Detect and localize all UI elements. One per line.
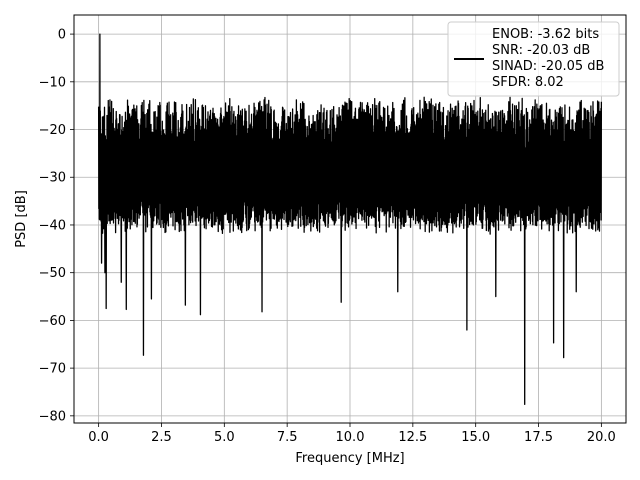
x-tick-label: 20.0 — [587, 430, 616, 445]
y-tick-label: −40 — [39, 218, 66, 233]
y-tick-label: −30 — [39, 171, 66, 186]
psd-series — [97, 33, 603, 406]
y-tick-label: −20 — [39, 123, 66, 138]
x-tick-label: 2.5 — [151, 430, 172, 445]
x-tick-label: 7.5 — [277, 430, 298, 445]
x-tick-label: 15.0 — [461, 430, 490, 445]
x-tick-label: 5.0 — [214, 430, 235, 445]
x-tick-label: 10.0 — [336, 430, 365, 445]
legend-text-snr: SNR: -20.03 dB — [492, 43, 590, 58]
y-tick-label: −80 — [39, 409, 66, 424]
y-tick-label: 0 — [58, 28, 66, 43]
x-tick-label: 0.0 — [88, 430, 109, 445]
y-axis-label: PSD [dB] — [14, 190, 29, 248]
legend: ENOB: -3.62 bits SNR: -20.03 dB SINAD: -… — [447, 21, 620, 97]
y-tick-label: −50 — [39, 266, 66, 281]
x-tick-label: 12.5 — [398, 430, 427, 445]
y-tick-label: −10 — [39, 75, 66, 90]
x-axis-label: Frequency [MHz] — [295, 451, 404, 466]
y-axis-ticks: 0 −10 −20 −30 −40 −50 −60 −70 −80 — [39, 28, 74, 424]
legend-text-sinad: SINAD: -20.05 dB — [492, 59, 604, 74]
legend-text-enob: ENOB: -3.62 bits — [492, 27, 599, 42]
y-tick-label: −70 — [39, 362, 66, 377]
legend-box — [447, 21, 620, 97]
x-tick-label: 17.5 — [524, 430, 553, 445]
psd-trace-line — [97, 33, 603, 406]
x-axis-ticks: 0.0 2.5 5.0 7.5 10.0 12.5 15.0 17.5 20.0 — [88, 423, 616, 445]
legend-text-sfdr: SFDR: 8.02 — [492, 75, 564, 90]
y-tick-label: −60 — [39, 314, 66, 329]
